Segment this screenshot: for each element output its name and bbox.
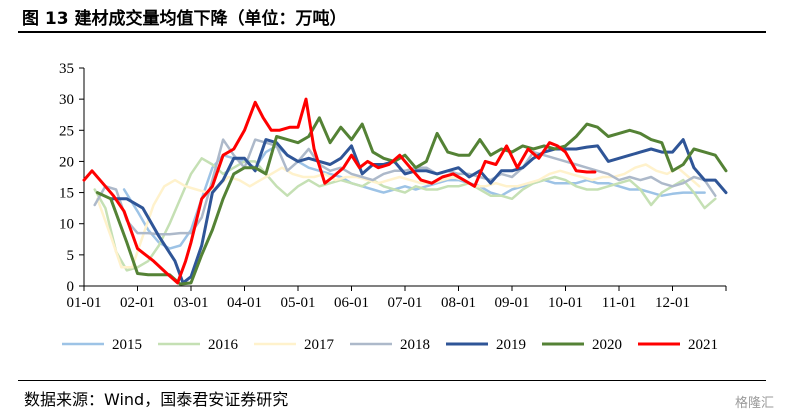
x-tick-label: 08-01	[441, 295, 476, 311]
y-tick-label: 5	[67, 248, 75, 264]
title-rule	[18, 31, 766, 33]
series-line-2021	[82, 97, 597, 285]
x-tick-label: 03-01	[174, 295, 209, 311]
x-tick-label: 02-01	[120, 295, 155, 311]
x-tick-label: 01-01	[67, 295, 102, 311]
source-note: 数据来源：Wind，国泰君安证券研究	[24, 390, 289, 409]
watermark-logo: 格隆汇	[734, 396, 774, 411]
series-line-2018	[93, 138, 717, 236]
series-line-2019	[109, 138, 728, 285]
x-tick-label: 04-01	[227, 295, 262, 311]
legend-label-2016: 2016	[208, 337, 239, 353]
y-tick-label: 15	[59, 186, 74, 202]
chart-legend: 2015 2016 2017 2018 2019 2020 2021	[62, 337, 718, 353]
x-tick-label: 05-01	[281, 295, 316, 311]
x-tick-label: 06-01	[334, 295, 369, 311]
legend-label-2019: 2019	[496, 337, 526, 353]
y-tick-label: 0	[67, 279, 75, 295]
x-tick-label: 11-01	[602, 295, 636, 311]
y-tick-label: 25	[59, 123, 74, 139]
x-tick-label: 09-01	[495, 295, 530, 311]
y-tick-label: 20	[59, 154, 74, 170]
x-tick-label: 10-01	[548, 295, 583, 311]
legend-label-2015: 2015	[112, 337, 142, 353]
y-tick-label: 35	[59, 61, 74, 77]
x-tick-label: 07-01	[388, 295, 423, 311]
legend-label-2018: 2018	[400, 337, 430, 353]
legend-label-2017: 2017	[304, 337, 335, 353]
series-line-2016	[93, 157, 717, 272]
chart-lines	[82, 97, 728, 286]
legend-label-2021: 2021	[688, 337, 718, 353]
y-tick-label: 10	[59, 217, 74, 233]
y-tick-label: 30	[59, 92, 74, 108]
footer-rule	[18, 380, 766, 381]
legend-label-2020: 2020	[592, 337, 622, 353]
chart-axes: 0 5 10 15 20 25 30 35 01-01 02-01 03-01 04-01 05-01 0…	[59, 61, 727, 311]
series-line-2017	[96, 163, 701, 269]
x-tick-label: 12-01	[655, 295, 690, 311]
series-line-2020	[95, 116, 728, 286]
chart-title: 图 13 建材成交量均值下降（单位：万吨）	[22, 9, 347, 29]
line-chart: 0 5 10 15 20 25 30 35 01-01 02-01 03-01 04-01 05-01 0…	[59, 61, 728, 353]
